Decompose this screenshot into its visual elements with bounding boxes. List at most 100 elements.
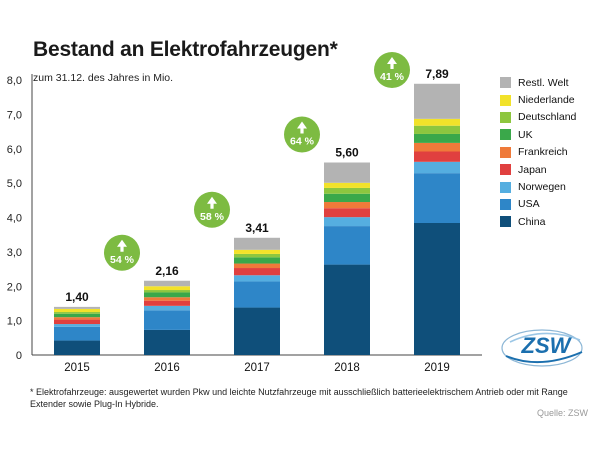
bar-segment-usa-2019 xyxy=(414,173,460,223)
y-tick-label: 6,0 xyxy=(7,144,22,156)
x-tick-label-2018: 2018 xyxy=(334,362,360,374)
legend-swatch xyxy=(500,198,511,210)
growth-label: 41 % xyxy=(380,71,405,83)
bar-segment-uk-2015 xyxy=(54,313,100,318)
arrow-up-icon xyxy=(207,196,217,209)
legend-item-norwegen: Norwegen xyxy=(500,178,576,195)
zsw-logo: ZSW xyxy=(501,329,583,367)
growth-badge xyxy=(104,234,140,271)
bar-segment-restl-welt-2018 xyxy=(324,162,370,183)
legend-swatch xyxy=(500,111,511,123)
source-note: Quelle: ZSW xyxy=(536,408,588,418)
bar-segment-norwegen-2018 xyxy=(324,217,370,227)
legend-label: Frankreich xyxy=(518,146,568,159)
growth-label: 64 % xyxy=(290,136,315,148)
total-label-2016: 2,16 xyxy=(155,264,179,278)
bar-segment-japan-2019 xyxy=(414,151,460,162)
bar-segment-usa-2018 xyxy=(324,226,370,265)
x-tick-label-2016: 2016 xyxy=(154,362,180,374)
chart-legend: Restl. Welt Niederlande Deutschland UK Frank… xyxy=(500,74,576,231)
x-tick-label-2019: 2019 xyxy=(424,362,450,374)
growth-label: 58 % xyxy=(200,211,225,223)
y-tick-label: 4,0 xyxy=(7,213,22,225)
bar-segment-china-2018 xyxy=(324,264,370,355)
bar-segment-usa-2016 xyxy=(144,310,190,330)
legend-swatch xyxy=(500,77,511,89)
legend-item-frankreich: Frankreich xyxy=(500,144,576,161)
y-tick-label: 3,0 xyxy=(7,247,22,259)
bar-segment-restl-welt-2017 xyxy=(234,237,280,250)
growth-badge xyxy=(194,191,230,228)
bar-segment-restl-welt-2015 xyxy=(54,306,100,309)
legend-item-usa: USA xyxy=(500,196,576,213)
legend-item-niederlande: Niederlande xyxy=(500,91,576,108)
total-label-2018: 5,60 xyxy=(335,146,359,160)
legend-label: Restl. Welt xyxy=(518,76,569,89)
bar-segment-niederlande-2018 xyxy=(324,182,370,188)
bar-segment-norwegen-2016 xyxy=(144,305,190,311)
legend-item-deutschland: Deutschland xyxy=(500,109,576,126)
legend-label: Niederlande xyxy=(518,94,575,107)
bar-segment-restl-welt-2016 xyxy=(144,280,190,287)
chart-subtitle: zum 31.12. des Jahres in Mio. xyxy=(33,72,174,84)
legend-item-restl-welt: Restl. Welt xyxy=(500,74,576,91)
bar-segment-deutschland-2017 xyxy=(234,253,280,258)
bar-segment-frankreich-2019 xyxy=(414,142,460,152)
bar-segment-japan-2018 xyxy=(324,208,370,218)
arrow-up-icon xyxy=(297,121,307,134)
legend-label: USA xyxy=(518,198,540,211)
bar-segment-restl-welt-2019 xyxy=(414,83,460,119)
chart-title: Bestand an Elektrofahrzeugen* xyxy=(33,38,338,61)
total-label-2019: 7,89 xyxy=(425,67,449,81)
bar-segment-japan-2017 xyxy=(234,268,280,276)
legend-label: China xyxy=(518,215,546,228)
bar-segment-japan-2015 xyxy=(54,319,100,325)
legend-swatch xyxy=(500,94,511,106)
total-label-2017: 3,41 xyxy=(245,221,269,235)
bar-segment-frankreich-2015 xyxy=(54,317,100,320)
total-label-2015: 1,40 xyxy=(65,290,89,304)
y-tick-label: 5,0 xyxy=(7,178,22,190)
bar-segment-niederlande-2015 xyxy=(54,308,100,313)
bar-segment-china-2016 xyxy=(144,329,190,355)
legend-item-japan: Japan xyxy=(500,161,576,178)
bar-segment-usa-2015 xyxy=(54,326,100,341)
bar-segment-deutschland-2019 xyxy=(414,125,460,134)
legend-swatch xyxy=(500,164,511,176)
bar-segment-uk-2016 xyxy=(144,292,190,298)
x-tick-label-2015: 2015 xyxy=(64,362,90,374)
legend-item-uk: UK xyxy=(500,126,576,143)
bar-segment-niederlande-2017 xyxy=(234,249,280,254)
bar-segment-frankreich-2016 xyxy=(144,297,190,301)
bar-segment-japan-2016 xyxy=(144,300,190,306)
bar-segment-niederlande-2019 xyxy=(414,118,460,126)
y-tick-label: 7,0 xyxy=(7,109,22,121)
bar-segment-niederlande-2016 xyxy=(144,286,190,291)
logo-text: ZSW xyxy=(521,333,573,358)
bar-segment-uk-2018 xyxy=(324,193,370,203)
growth-badge xyxy=(374,52,410,88)
bar-segment-china-2019 xyxy=(414,223,460,355)
bar-segment-frankreich-2018 xyxy=(324,202,370,209)
bar-segment-deutschland-2018 xyxy=(324,187,370,194)
legend-item-china: China xyxy=(500,213,576,230)
bar-segment-frankreich-2017 xyxy=(234,263,280,269)
y-tick-label: 8,0 xyxy=(7,75,22,87)
x-tick-label-2017: 2017 xyxy=(244,362,270,374)
legend-swatch xyxy=(500,181,511,193)
bar-segment-deutschland-2015 xyxy=(54,312,100,314)
growth-label: 54 % xyxy=(110,254,135,266)
bar-segment-uk-2017 xyxy=(234,257,280,264)
legend-swatch xyxy=(500,146,511,158)
bar-segment-uk-2019 xyxy=(414,133,460,143)
footnote: * Elektrofahrzeuge: ausgewertet wurden P… xyxy=(30,387,568,409)
bar-segment-usa-2017 xyxy=(234,281,280,308)
legend-label: Norwegen xyxy=(518,181,566,194)
arrow-up-icon xyxy=(387,57,397,69)
bar-segment-deutschland-2016 xyxy=(144,290,190,293)
legend-label: Deutschland xyxy=(518,111,577,124)
legend-swatch xyxy=(500,129,511,141)
bar-segment-china-2017 xyxy=(234,307,280,355)
bar-segment-norwegen-2017 xyxy=(234,275,280,282)
